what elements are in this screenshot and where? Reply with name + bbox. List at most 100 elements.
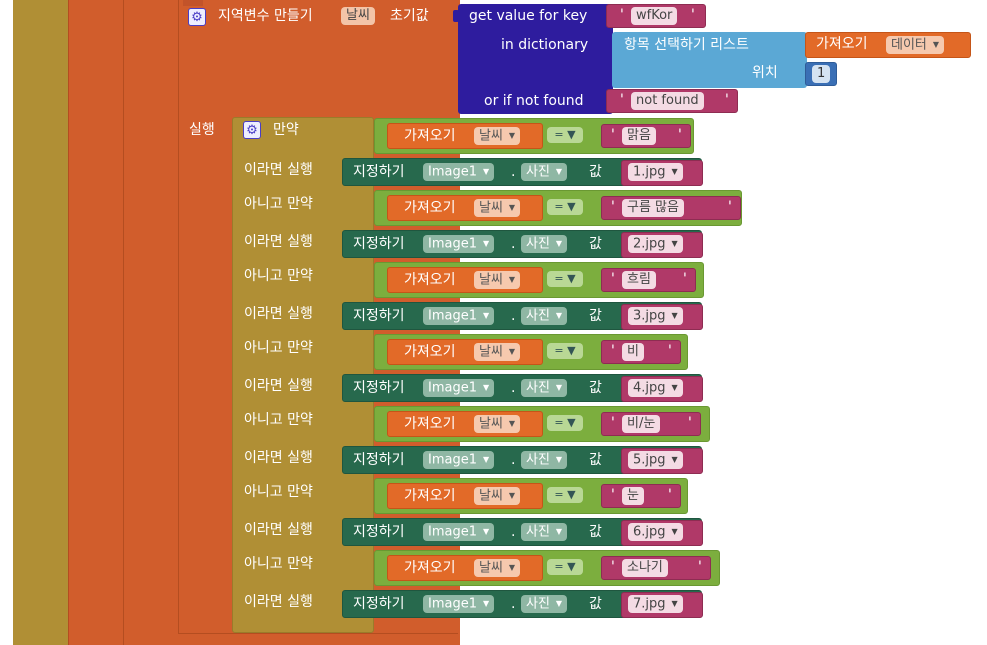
filename-dropdown[interactable]: 4.jpg ▼ — [628, 379, 683, 397]
set-image-picture-block[interactable]: 지정하기 Image1 ▼. 사진 ▼ 값 4.jpg ▼ — [342, 374, 703, 402]
property-dropdown[interactable]: 사진 ▼ — [521, 379, 568, 397]
list-pick-item-block[interactable] — [612, 32, 807, 88]
compare-text-block[interactable]: ' 비 ' — [601, 340, 681, 364]
compare-text-field[interactable]: 흐림 — [622, 271, 656, 289]
compare-text-field[interactable]: 비 — [622, 343, 644, 361]
local-var-name-field[interactable]: 날씨 — [341, 7, 375, 25]
compare-op-dropdown[interactable]: = ▼ — [547, 127, 583, 143]
get-var-block[interactable]: 가져오기 날씨 ▼ — [387, 339, 543, 365]
compare-text-field[interactable]: 비/눈 — [622, 415, 661, 433]
filename-text-block[interactable]: 5.jpg ▼ — [621, 448, 703, 474]
local-var-label: 지역변수 만들기 — [218, 8, 313, 24]
property-dropdown[interactable]: 사진 ▼ — [521, 235, 568, 253]
component-dropdown[interactable]: Image1 ▼ — [423, 235, 495, 253]
notfound-text-block[interactable]: ' not found ' — [606, 89, 738, 113]
property-dropdown[interactable]: 사진 ▼ — [521, 163, 568, 181]
get-var-dropdown[interactable]: 날씨 ▼ — [474, 127, 521, 145]
compare-op-dropdown[interactable]: = ▼ — [547, 199, 583, 215]
compare-text-field[interactable]: 눈 — [622, 487, 644, 505]
set-image-picture-block[interactable]: 지정하기 Image1 ▼. 사진 ▼ 값 2.jpg ▼ — [342, 230, 703, 258]
get-var-block[interactable]: 가져오기 날씨 ▼ — [387, 411, 543, 437]
index-number-field[interactable]: 1 — [812, 65, 831, 83]
get-var-block[interactable]: 가져오기 날씨 ▼ — [387, 483, 543, 509]
key-text-block[interactable]: ' wfKor ' — [606, 4, 706, 28]
dropdown-arrow-icon: ▼ — [508, 419, 516, 428]
compare-block[interactable]: 가져오기 날씨 ▼ = ▼ ' 눈 ' — [374, 478, 688, 514]
set-image-picture-block[interactable]: 지정하기 Image1 ▼. 사진 ▼ 값 1.jpg ▼ — [342, 158, 703, 186]
compare-block[interactable]: 가져오기 날씨 ▼ = ▼ ' 비 ' — [374, 334, 688, 370]
get-var-dropdown[interactable]: 날씨 ▼ — [474, 559, 521, 577]
compare-text-block[interactable]: ' 눈 ' — [601, 484, 681, 508]
compare-text-block[interactable]: ' 소나기 ' — [601, 556, 711, 580]
compare-block[interactable]: 가져오기 날씨 ▼ = ▼ ' 흐림 ' — [374, 262, 704, 298]
get-data-var-dropdown[interactable]: 데이터 ▼ — [886, 36, 945, 54]
component-dropdown[interactable]: Image1 ▼ — [423, 595, 495, 613]
get-var-dropdown[interactable]: 날씨 ▼ — [474, 271, 521, 289]
compare-text-block[interactable]: ' 비/눈 ' — [601, 412, 701, 436]
compare-text-block[interactable]: ' 구름 많음 ' — [601, 196, 741, 220]
filename-text-block[interactable]: 6.jpg ▼ — [621, 520, 703, 546]
filename-dropdown[interactable]: 1.jpg ▼ — [628, 163, 683, 181]
set-image-picture-block[interactable]: 지정하기 Image1 ▼. 사진 ▼ 값 7.jpg ▼ — [342, 590, 703, 618]
filename-dropdown[interactable]: 5.jpg ▼ — [628, 451, 683, 469]
property-dropdown[interactable]: 사진 ▼ — [521, 451, 568, 469]
list-pick-label: 항목 선택하기 리스트 — [624, 37, 749, 53]
component-dropdown[interactable]: Image1 ▼ — [423, 379, 495, 397]
property-dropdown[interactable]: 사진 ▼ — [521, 307, 568, 325]
filename-dropdown[interactable]: 3.jpg ▼ — [628, 307, 683, 325]
property-dropdown[interactable]: 사진 ▼ — [521, 595, 568, 613]
compare-op-dropdown[interactable]: = ▼ — [547, 271, 583, 287]
compare-op-dropdown[interactable]: = ▼ — [547, 343, 583, 359]
notfound-text-field[interactable]: not found — [631, 92, 704, 110]
if-gear-icon[interactable]: ⚙ — [243, 121, 261, 139]
compare-op-dropdown[interactable]: = ▼ — [547, 415, 583, 431]
compare-op-dropdown[interactable]: = ▼ — [547, 487, 583, 503]
dropdown-arrow-icon: ▼ — [555, 167, 563, 176]
inner-procedure-block[interactable] — [123, 0, 183, 645]
get-var-dropdown[interactable]: 날씨 ▼ — [474, 199, 521, 217]
compare-block[interactable]: 가져오기 날씨 ▼ = ▼ ' 소나기 ' — [374, 550, 720, 586]
filename-text-block[interactable]: 2.jpg ▼ — [621, 232, 703, 258]
property-dropdown[interactable]: 사진 ▼ — [521, 523, 568, 541]
set-image-picture-block[interactable]: 지정하기 Image1 ▼. 사진 ▼ 값 3.jpg ▼ — [342, 302, 703, 330]
filename-text-block[interactable]: 4.jpg ▼ — [621, 376, 703, 402]
set-image-picture-block[interactable]: 지정하기 Image1 ▼. 사진 ▼ 값 5.jpg ▼ — [342, 446, 703, 474]
get-var-dropdown[interactable]: 날씨 ▼ — [474, 343, 521, 361]
filename-dropdown[interactable]: 2.jpg ▼ — [628, 235, 683, 253]
compare-text-field[interactable]: 맑음 — [622, 127, 656, 145]
compare-text-field[interactable]: 구름 많음 — [622, 199, 684, 217]
get-var-dropdown[interactable]: 날씨 ▼ — [474, 487, 521, 505]
get-var-block[interactable]: 가져오기 날씨 ▼ — [387, 267, 543, 293]
component-dropdown[interactable]: Image1 ▼ — [423, 451, 495, 469]
gear-icon[interactable]: ⚙ — [188, 8, 206, 26]
compare-op-dropdown[interactable]: = ▼ — [547, 559, 583, 575]
filename-text-block[interactable]: 7.jpg ▼ — [621, 592, 703, 618]
component-dropdown[interactable]: Image1 ▼ — [423, 523, 495, 541]
index-number-block[interactable]: 1 — [805, 62, 837, 86]
key-text-field[interactable]: wfKor — [631, 7, 678, 25]
compare-block[interactable]: 가져오기 날씨 ▼ = ▼ ' 맑음 ' — [374, 118, 694, 154]
compare-text-block[interactable]: ' 흐림 ' — [601, 268, 696, 292]
component-dropdown[interactable]: Image1 ▼ — [423, 163, 495, 181]
get-var-block[interactable]: 가져오기 날씨 ▼ — [387, 195, 543, 221]
get-var-dropdown[interactable]: 날씨 ▼ — [474, 415, 521, 433]
outer-control-block[interactable] — [13, 0, 73, 645]
compare-text-block[interactable]: ' 맑음 ' — [601, 124, 691, 148]
outer-procedure-block[interactable] — [68, 0, 128, 645]
get-var-block[interactable]: 가져오기 날씨 ▼ — [387, 123, 543, 149]
set-image-picture-block[interactable]: 지정하기 Image1 ▼. 사진 ▼ 값 6.jpg ▼ — [342, 518, 703, 546]
compare-block[interactable]: 가져오기 날씨 ▼ = ▼ ' 구름 많음 ' — [374, 190, 742, 226]
dropdown-arrow-icon: ▼ — [483, 599, 490, 608]
get-var-block[interactable]: 가져오기 날씨 ▼ — [387, 555, 543, 581]
filename-dropdown[interactable]: 6.jpg ▼ — [628, 523, 683, 541]
get-data-block[interactable]: 가져오기 데이터 ▼ — [805, 32, 971, 58]
filename-dropdown[interactable]: 7.jpg ▼ — [628, 595, 683, 613]
component-dropdown[interactable]: Image1 ▼ — [423, 307, 495, 325]
filename-text-block[interactable]: 3.jpg ▼ — [621, 304, 703, 330]
dot-separator: . — [511, 524, 516, 540]
dict-get-value-block[interactable] — [458, 4, 613, 114]
compare-block[interactable]: 가져오기 날씨 ▼ = ▼ ' 비/눈 ' — [374, 406, 710, 442]
filename-text-block[interactable]: 1.jpg ▼ — [621, 160, 703, 186]
compare-text-field[interactable]: 소나기 — [622, 559, 668, 577]
dropdown-arrow-icon: ▼ — [555, 527, 563, 536]
